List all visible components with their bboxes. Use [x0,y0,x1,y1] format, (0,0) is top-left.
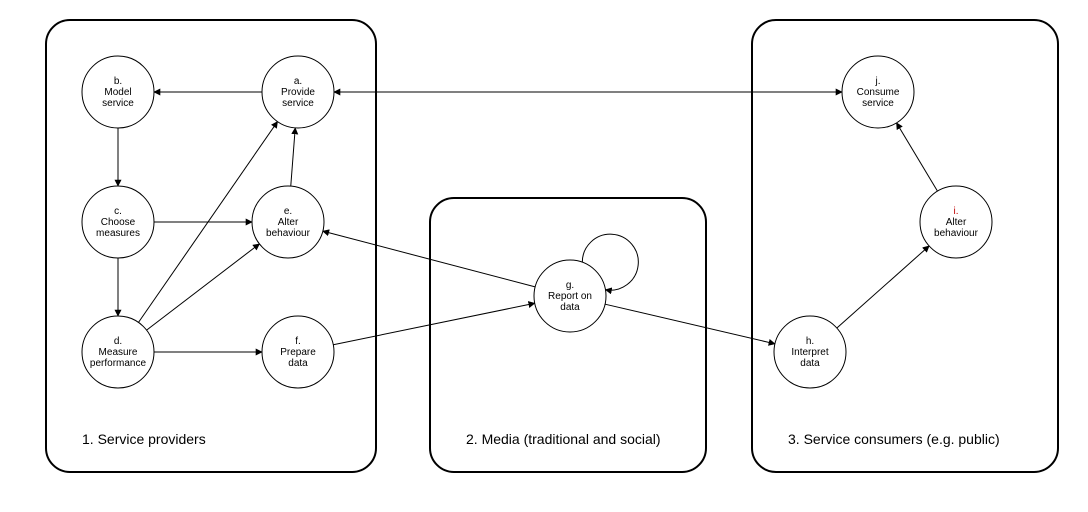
node-label-g-line0: g. [566,280,574,291]
edge-f-g [333,303,534,344]
node-label-c-line0: c. [114,206,122,217]
node-label-e-line0: e. [284,206,292,217]
node-label-d-line1: Measure [99,347,138,358]
node-label-d-line0: d. [114,336,122,347]
node-i: i.Alterbehaviour [920,186,992,258]
node-h: h.Interpretdata [774,316,846,388]
node-e: e.Alterbehaviour [252,186,324,258]
group-label-g3: 3. Service consumers (e.g. public) [788,431,1000,447]
node-label-b-line0: b. [114,76,122,87]
edge-e-a [291,128,295,186]
node-d: d.Measureperformance [82,316,154,388]
node-a: a.Provideservice [262,56,334,128]
node-label-g-line1: Report on [548,291,592,302]
node-label-f-line2: data [288,358,308,369]
node-label-i-line0: i. [954,206,959,217]
group-label-g2: 2. Media (traditional and social) [466,431,661,447]
node-g: g.Report ondata [534,260,606,332]
edge-g-h [605,304,775,344]
node-label-j-line0: j. [875,76,881,87]
node-label-j-line2: service [862,98,894,109]
node-label-a-line0: a. [294,76,302,87]
node-label-h-line1: Interpret [791,347,828,358]
node-label-b-line2: service [102,98,134,109]
node-label-a-line1: Provide [281,87,315,98]
node-j: j.Consumeservice [842,56,914,128]
group-label-g1: 1. Service providers [82,431,206,447]
node-label-j-line1: Consume [857,87,900,98]
node-label-e-line2: behaviour [266,228,311,239]
node-label-c-line1: Choose [101,217,136,228]
node-label-d-line2: performance [90,358,147,369]
node-c: c.Choosemeasures [82,186,154,258]
node-label-a-line2: service [282,98,314,109]
edge-i-j [897,123,938,191]
node-label-h-line2: data [800,358,820,369]
node-label-f-line1: Prepare [280,347,316,358]
node-label-c-line2: measures [96,228,140,239]
edge-h-i [837,246,929,328]
node-label-b-line1: Model [104,87,131,98]
node-label-i-line1: Alter [946,217,967,228]
node-label-h-line0: h. [806,336,814,347]
node-label-f-line0: f. [295,336,301,347]
node-b: b.Modelservice [82,56,154,128]
node-label-e-line1: Alter [278,217,299,228]
node-label-i-line2: behaviour [934,228,979,239]
node-f: f.Preparedata [262,316,334,388]
node-label-g-line2: data [560,302,580,313]
